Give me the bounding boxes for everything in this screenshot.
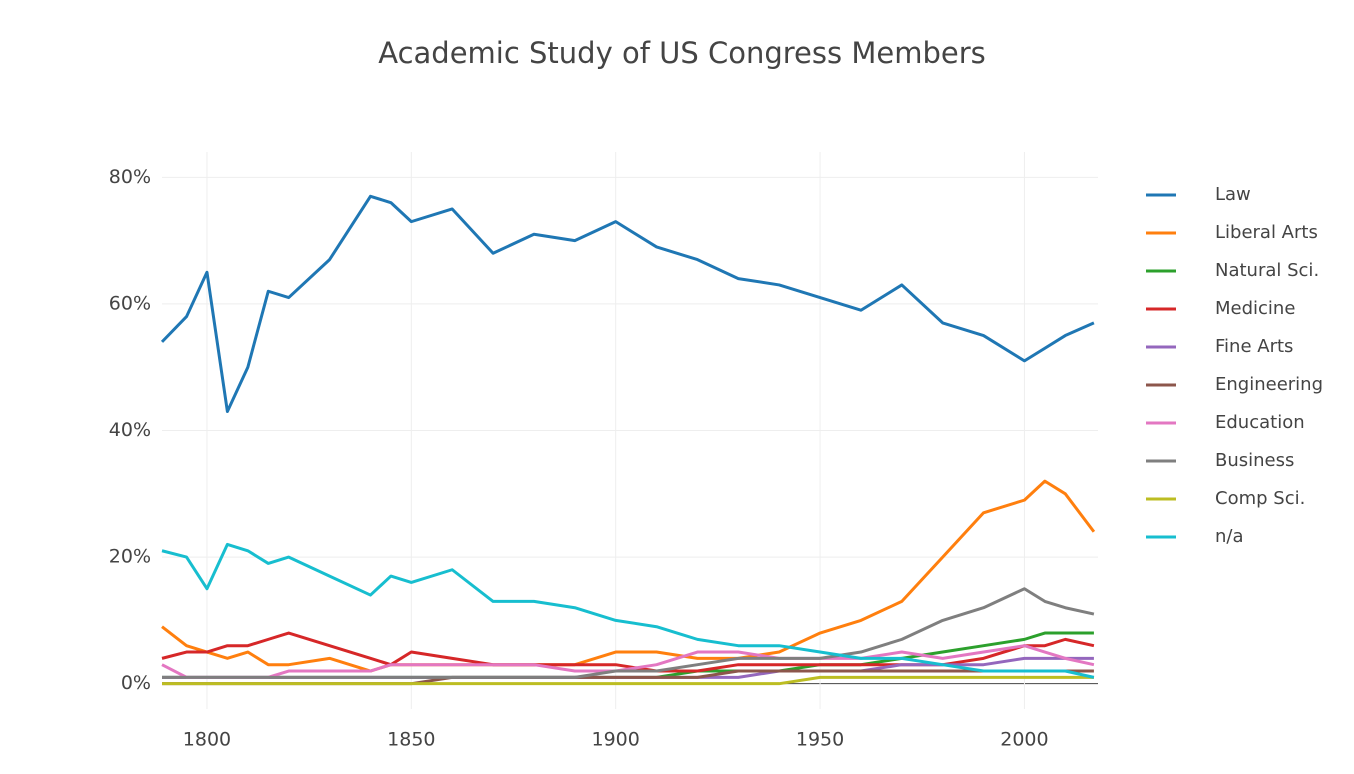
legend-label: n/a	[1215, 526, 1244, 547]
y-tick-label: 20%	[109, 546, 151, 568]
legend-label: Business	[1215, 450, 1294, 471]
line-series	[160, 194, 1095, 414]
line-series	[162, 675, 1094, 686]
x-tick-label: 1800	[183, 729, 231, 751]
y-tick-label: 0%	[121, 672, 151, 694]
line-series	[161, 542, 1095, 679]
chart-title: Academic Study of US Congress Members	[378, 36, 985, 70]
x-tick-label: 1850	[387, 729, 435, 751]
line-series	[161, 631, 1095, 673]
line-series	[161, 479, 1096, 673]
line-series	[162, 587, 1095, 679]
legend-label: Comp Sci.	[1215, 488, 1305, 509]
y-tick-label: 80%	[109, 166, 151, 188]
y-tick-label: 60%	[109, 292, 151, 314]
x-tick-label: 1950	[796, 729, 844, 751]
legend-label: Law	[1215, 184, 1251, 205]
legend-label: Education	[1215, 412, 1305, 433]
legend-label: Natural Sci.	[1215, 260, 1319, 281]
legend-label: Engineering	[1215, 374, 1323, 395]
x-tick-label: 2000	[1000, 729, 1048, 751]
y-tick-label: 40%	[109, 419, 151, 441]
x-tick-label: 1900	[592, 729, 640, 751]
legend-label: Fine Arts	[1215, 336, 1293, 357]
legend-label: Liberal Arts	[1215, 222, 1318, 243]
legend-label: Medicine	[1215, 298, 1295, 319]
